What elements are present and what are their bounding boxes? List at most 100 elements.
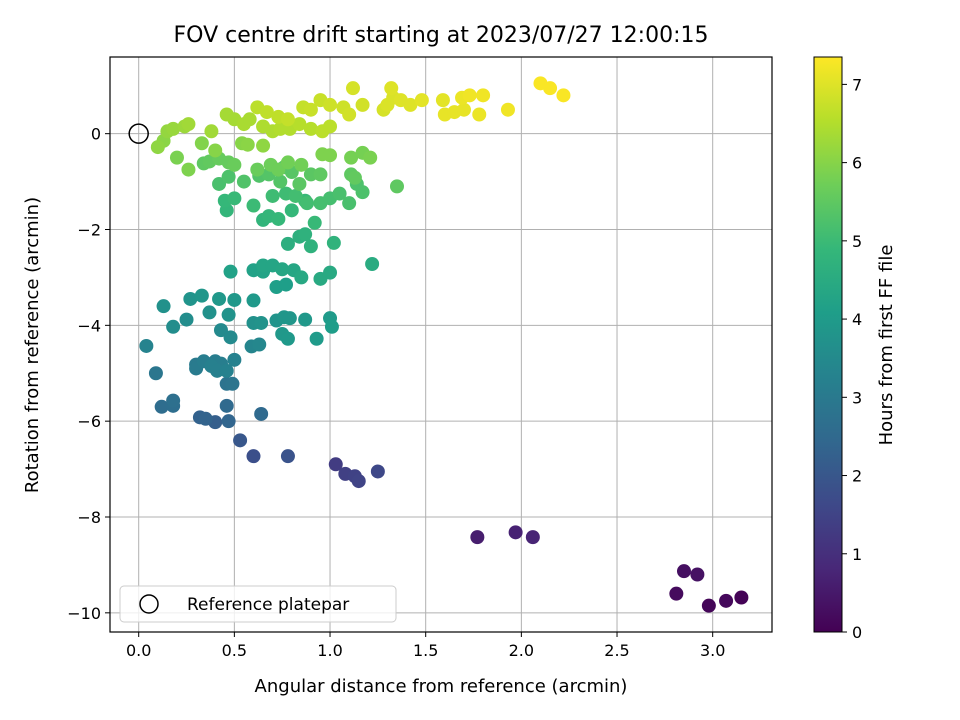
scatter-point: [734, 590, 749, 605]
scatter-point: [198, 411, 213, 426]
scatter-point: [139, 338, 154, 353]
scatter-point: [363, 150, 378, 165]
scatter-point: [265, 188, 280, 203]
scatter-point: [365, 257, 380, 271]
scatter-point: [342, 107, 357, 122]
scatter-point: [292, 117, 307, 132]
scatter-point: [254, 315, 269, 330]
legend: Reference platepar: [119, 585, 397, 623]
scatter-point: [298, 312, 313, 327]
scatter-point: [242, 112, 257, 127]
colorbar-gradient: [813, 56, 843, 633]
scatter-point: [472, 107, 487, 122]
colorbar: 0 1 2 3 4 5 6 7 Hours from first FF file: [813, 56, 897, 642]
scatter-point: [212, 176, 227, 191]
y-tick-label: −4: [77, 316, 101, 335]
scatter-point: [169, 150, 184, 165]
scatter-point: [456, 102, 471, 117]
x-axis-label: Angular distance from reference (arcmin): [255, 676, 628, 697]
scatter-point: [470, 530, 485, 545]
y-tick-label: −10: [67, 604, 101, 623]
scatter-point: [250, 162, 265, 177]
scatter-point: [313, 167, 328, 182]
scatter-point: [323, 148, 338, 163]
colorbar-tick-label: 7: [852, 75, 862, 94]
scatter-point: [292, 176, 307, 191]
scatter-point: [246, 449, 261, 464]
scatter-point: [294, 157, 309, 172]
axes: 0.0 0.5 1.0 1.5 2.0 2.5 3.0 −10 −8 −6 −4 −2 0: [67, 56, 773, 660]
scatter-point: [166, 393, 181, 408]
scatter-point: [227, 292, 242, 307]
scatter-point: [221, 307, 236, 322]
scatter-point: [183, 291, 198, 306]
scatter-point: [204, 124, 219, 139]
x-tick-label: 1.0: [317, 641, 342, 660]
scatter-point: [284, 203, 299, 218]
colorbar-tick-label: 5: [852, 232, 862, 251]
colorbar-tick-label: 0: [852, 623, 862, 642]
scatter-point: [280, 112, 295, 127]
reference-platepar-marker: [128, 123, 149, 144]
scatter-point: [194, 136, 209, 151]
scatter-point: [389, 179, 404, 194]
scatter-point: [150, 140, 165, 155]
scatter-point: [227, 157, 242, 172]
scatter-point: [271, 162, 286, 177]
scatter-point: [246, 293, 261, 308]
scatter-point: [202, 305, 217, 320]
scatter-point: [323, 119, 338, 134]
scatter-point: [303, 239, 318, 254]
scatter-point: [254, 406, 269, 421]
scatter-point: [328, 457, 343, 472]
scatter-point: [303, 167, 318, 182]
colorbar-label: Hours from first FF file: [876, 245, 897, 446]
colorbar-tick-label: 4: [852, 310, 862, 329]
scatter-point: [156, 299, 171, 314]
scatter-point: [298, 227, 313, 242]
scatter-point: [225, 376, 240, 391]
scatter-point: [213, 323, 228, 338]
colorbar-tick-label: 2: [852, 467, 862, 486]
colorbar-tick-label: 6: [852, 154, 862, 173]
legend-entry-reference: Reference platepar: [187, 595, 349, 615]
scatter-point: [326, 235, 341, 250]
scatter-point: [194, 288, 209, 303]
scatter-point: [690, 567, 705, 582]
scatter-point: [179, 312, 194, 327]
scatter-point: [719, 593, 734, 608]
scatter-point: [154, 399, 169, 414]
scatter-point: [307, 215, 322, 230]
scatter-point: [355, 97, 370, 112]
scatter-point: [166, 319, 181, 334]
scatter-point: [384, 81, 399, 96]
scatter-point: [280, 236, 295, 251]
scatter-point: [370, 464, 385, 479]
scatter-point: [279, 277, 294, 292]
scatter-point: [701, 598, 716, 613]
scatter-point: [323, 265, 338, 280]
scatter-point: [525, 530, 540, 545]
scatter-point: [236, 174, 251, 189]
scatter-point: [212, 291, 227, 306]
scatter-point: [508, 525, 523, 540]
scatter-point: [282, 311, 297, 326]
x-tick-label: 2.0: [509, 641, 534, 660]
legend-reference-marker: [139, 594, 159, 614]
scatter-point: [181, 162, 196, 177]
colorbar-ticks: 0 1 2 3 4 5 6 7: [842, 75, 862, 642]
scatter-point: [148, 366, 163, 381]
scatter-point: [259, 105, 274, 120]
scatter-point: [233, 433, 248, 448]
scatter-point: [342, 196, 357, 211]
scatter-point: [476, 88, 491, 103]
scatter-point: [271, 211, 286, 226]
scatter-point: [294, 270, 309, 285]
scatter-point: [344, 150, 359, 165]
scatter-point: [280, 331, 295, 346]
scatter-point: [256, 138, 271, 153]
scatter-point: [435, 93, 450, 108]
scatter-point: [221, 414, 236, 429]
scatter-point: [223, 330, 238, 345]
scatter-point: [256, 258, 271, 273]
